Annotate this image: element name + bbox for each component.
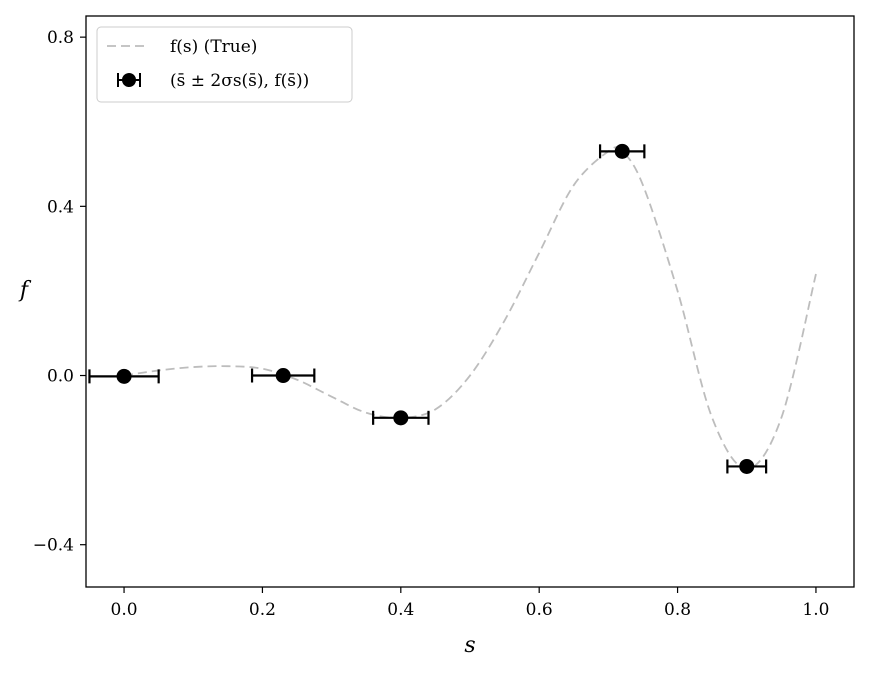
x-axis-label: s — [464, 633, 475, 658]
true-curve-layer — [123, 146, 817, 470]
legend-box — [96, 26, 353, 103]
data-point-marker — [739, 458, 755, 474]
marker-layer — [116, 143, 755, 474]
y-tick-label: 0.4 — [47, 197, 74, 217]
legend-marker-swatch — [122, 73, 136, 87]
data-point-marker — [393, 410, 409, 426]
legend-label-true: f(s) (True) — [170, 37, 257, 57]
errorbar-layer — [88, 144, 768, 474]
x-tick-label: 0.6 — [526, 600, 553, 620]
data-point-marker — [275, 368, 291, 384]
x-tick-label: 0.8 — [664, 600, 691, 620]
x-tick-label: 1.0 — [802, 600, 829, 620]
x-tick-label: 0.0 — [111, 600, 138, 620]
legend: f(s) (True) (s̄ ± 2σs(s̄), f(s̄)) — [96, 26, 353, 103]
y-axis-ticks: −0.4 0.0 0.4 0.8 — [33, 28, 86, 556]
data-point-marker — [614, 143, 630, 159]
legend-label-estimate: (s̄ ± 2σs(s̄), f(s̄)) — [170, 71, 309, 91]
x-tick-label: 0.4 — [387, 600, 414, 620]
true-curve-line — [123, 146, 817, 470]
data-point-marker — [116, 368, 132, 384]
y-tick-label: 0.0 — [47, 367, 74, 387]
x-tick-label: 0.2 — [249, 600, 276, 620]
y-tick-label: −0.4 — [33, 536, 74, 556]
axes-frame — [85, 15, 855, 588]
plot-area — [88, 143, 817, 474]
x-axis-ticks: 0.0 0.2 0.4 0.6 0.8 1.0 — [111, 587, 829, 620]
y-tick-label: 0.8 — [47, 28, 74, 48]
y-axis-label: f — [18, 278, 32, 303]
